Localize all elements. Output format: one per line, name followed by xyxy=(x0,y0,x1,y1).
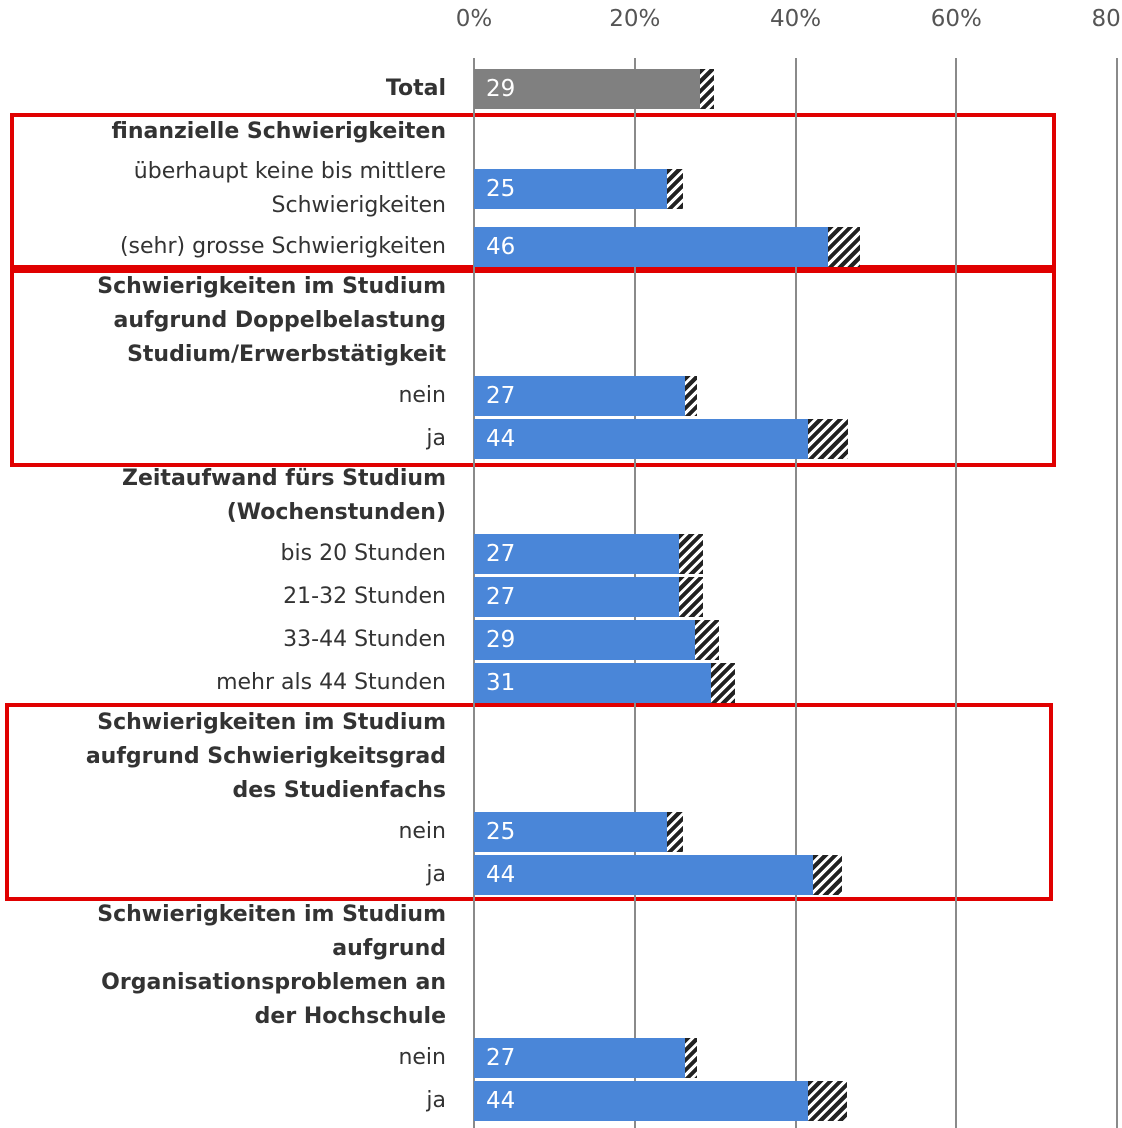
bar xyxy=(474,169,667,209)
highlight-box xyxy=(10,269,1056,467)
category-label: 33-44 Stunden xyxy=(283,626,446,652)
x-tick-label: 80% xyxy=(1091,6,1122,32)
x-tick-label: 20% xyxy=(609,6,661,32)
value-label: 31 xyxy=(486,669,516,696)
error-band xyxy=(711,662,736,703)
grid-line xyxy=(794,58,797,1128)
value-label: 44 xyxy=(486,425,516,452)
error-band xyxy=(678,533,704,574)
category-label: überhaupt keine bis mittlere Schwierigke… xyxy=(133,159,446,218)
category-label: ja xyxy=(426,1087,446,1113)
bar xyxy=(474,226,828,267)
category-label: nein xyxy=(398,382,446,408)
bar xyxy=(474,576,679,617)
category-label: nein xyxy=(398,1044,446,1070)
value-label: 27 xyxy=(486,583,516,610)
category-label: ja xyxy=(426,861,446,887)
category-label: Zeitaufwand fürs Studium (Wochenstunden) xyxy=(122,466,446,525)
category-label: 21-32 Stunden xyxy=(283,583,446,609)
category-label: Schwierigkeiten im Studium aufgrund Orga… xyxy=(97,902,446,1029)
error-band xyxy=(666,169,683,209)
bar xyxy=(474,854,814,895)
error-band xyxy=(807,418,848,459)
value-label: 44 xyxy=(486,1087,516,1114)
bar xyxy=(474,418,808,459)
error-band xyxy=(813,854,843,895)
grid-line xyxy=(1116,58,1118,1128)
error-band xyxy=(684,1037,698,1078)
grid-line xyxy=(955,58,958,1128)
category-label: mehr als 44 Stunden xyxy=(216,669,446,695)
error-band xyxy=(684,375,698,416)
category-label: bis 20 Stunden xyxy=(280,540,446,566)
value-label: 29 xyxy=(486,626,516,653)
category-label: nein xyxy=(398,818,446,844)
error-band xyxy=(827,226,860,267)
category-label: Schwierigkeiten im Studium aufgrund Schw… xyxy=(85,710,446,803)
bar xyxy=(474,1080,809,1121)
value-label: 29 xyxy=(486,75,516,102)
error-band xyxy=(666,811,683,852)
value-label: 46 xyxy=(486,233,516,260)
bar xyxy=(474,533,679,574)
bar xyxy=(474,811,667,852)
x-tick-label: 0% xyxy=(455,6,493,32)
error-band xyxy=(808,1080,847,1121)
bar xyxy=(474,375,685,416)
error-band xyxy=(699,68,715,109)
bar xyxy=(474,1037,685,1078)
category-label: Schwierigkeiten im Studium aufgrund Dopp… xyxy=(97,274,446,367)
bar xyxy=(474,662,712,703)
error-band xyxy=(695,619,720,660)
category-label: ja xyxy=(426,425,446,451)
value-label: 27 xyxy=(486,1044,516,1071)
value-label: 27 xyxy=(486,382,516,409)
category-label: finanzielle Schwierigkeiten xyxy=(111,118,446,144)
x-tick-label: 40% xyxy=(769,6,822,32)
bar xyxy=(474,68,700,109)
category-label: Total xyxy=(385,75,446,101)
value-label: 25 xyxy=(486,176,516,202)
error-band xyxy=(678,576,704,617)
highlight-box xyxy=(5,703,1053,901)
highlight-box xyxy=(10,113,1056,269)
value-label: 44 xyxy=(486,861,516,888)
value-label: 25 xyxy=(486,818,516,845)
value-label: 27 xyxy=(486,540,516,567)
bar xyxy=(474,619,696,660)
category-label: (sehr) grosse Schwierigkeiten xyxy=(119,233,446,259)
x-tick-label: 60% xyxy=(930,6,982,32)
